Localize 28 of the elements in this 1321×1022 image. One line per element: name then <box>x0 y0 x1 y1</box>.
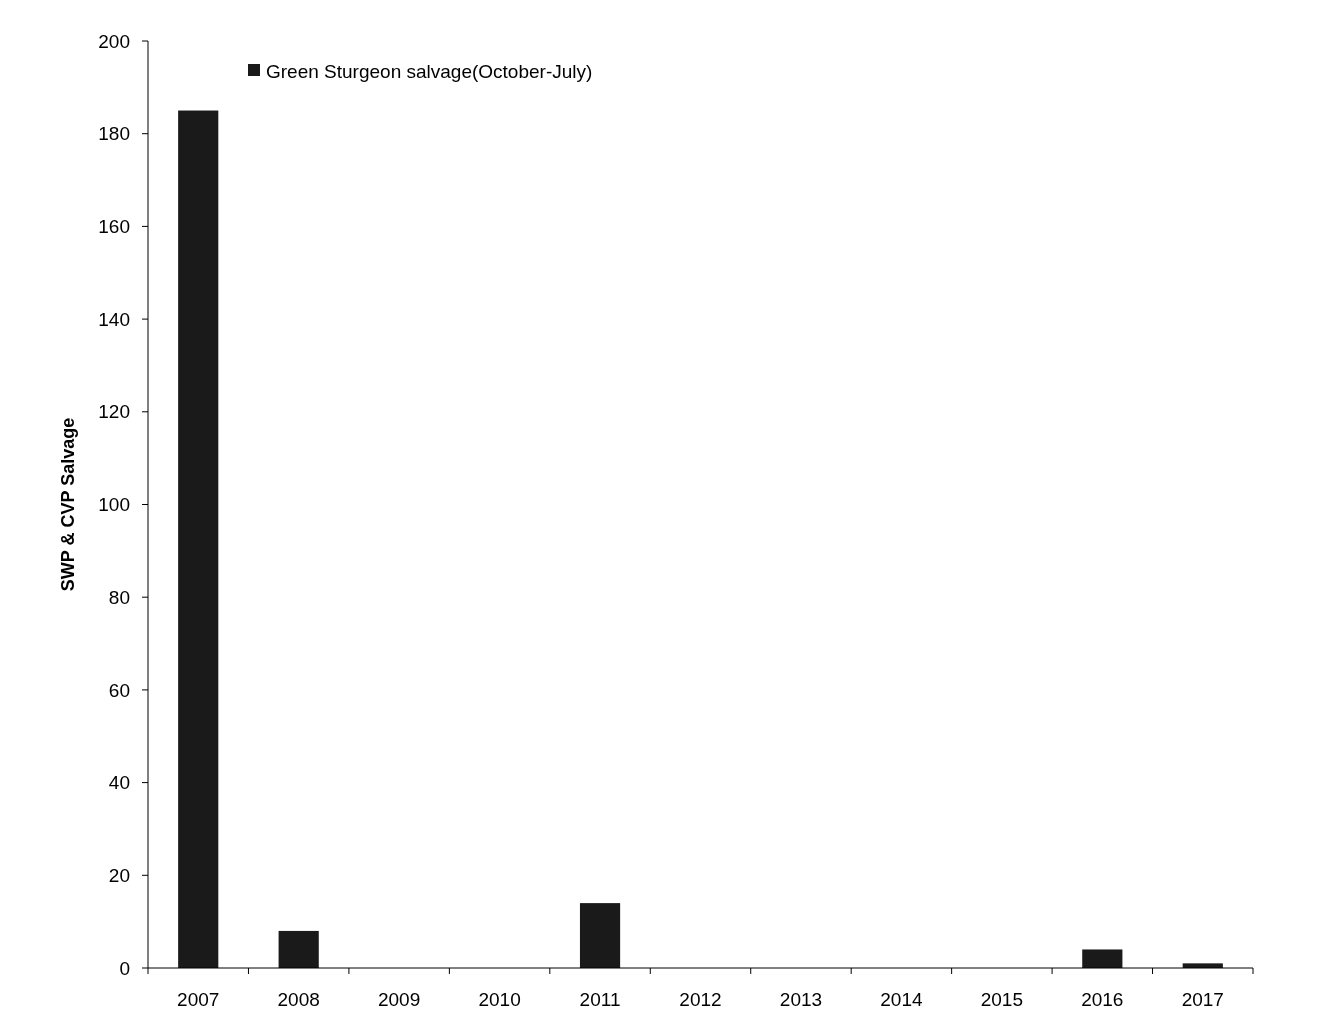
x-tick-label: 2014 <box>880 989 923 1010</box>
bar <box>1082 949 1123 968</box>
y-tick-label: 120 <box>98 401 130 423</box>
bar <box>178 110 219 968</box>
bar <box>278 930 319 968</box>
y-axis-title: SWP & CVP Salvage <box>58 417 78 592</box>
x-tick-label: 2017 <box>1181 989 1224 1010</box>
y-tick-label: 0 <box>119 957 130 979</box>
x-tick-label: 2011 <box>579 989 621 1010</box>
x-tick-label: 2007 <box>177 989 220 1010</box>
x-tick-label: 2013 <box>779 989 823 1010</box>
y-tick-label: 160 <box>98 216 130 238</box>
y-tick-label: 200 <box>98 30 130 52</box>
x-tick-label: 2008 <box>277 989 320 1010</box>
legend-label: Green Sturgeon salvage(October-July) <box>266 60 593 82</box>
y-tick-label: 20 <box>108 864 130 886</box>
x-tick-label: 2010 <box>478 989 521 1010</box>
y-tick-label: 140 <box>98 308 130 330</box>
x-tick-label: 2016 <box>1081 989 1124 1010</box>
y-tick-label: 100 <box>98 494 130 516</box>
y-tick-label: 80 <box>108 586 130 608</box>
x-tick-label: 2012 <box>679 989 722 1010</box>
x-tick-label: 2009 <box>378 989 421 1010</box>
y-tick-label: 60 <box>108 679 130 701</box>
y-tick-label: 40 <box>108 772 130 794</box>
x-tick-label: 2015 <box>980 989 1023 1010</box>
bar <box>579 903 621 968</box>
y-tick-label: 180 <box>98 123 130 145</box>
